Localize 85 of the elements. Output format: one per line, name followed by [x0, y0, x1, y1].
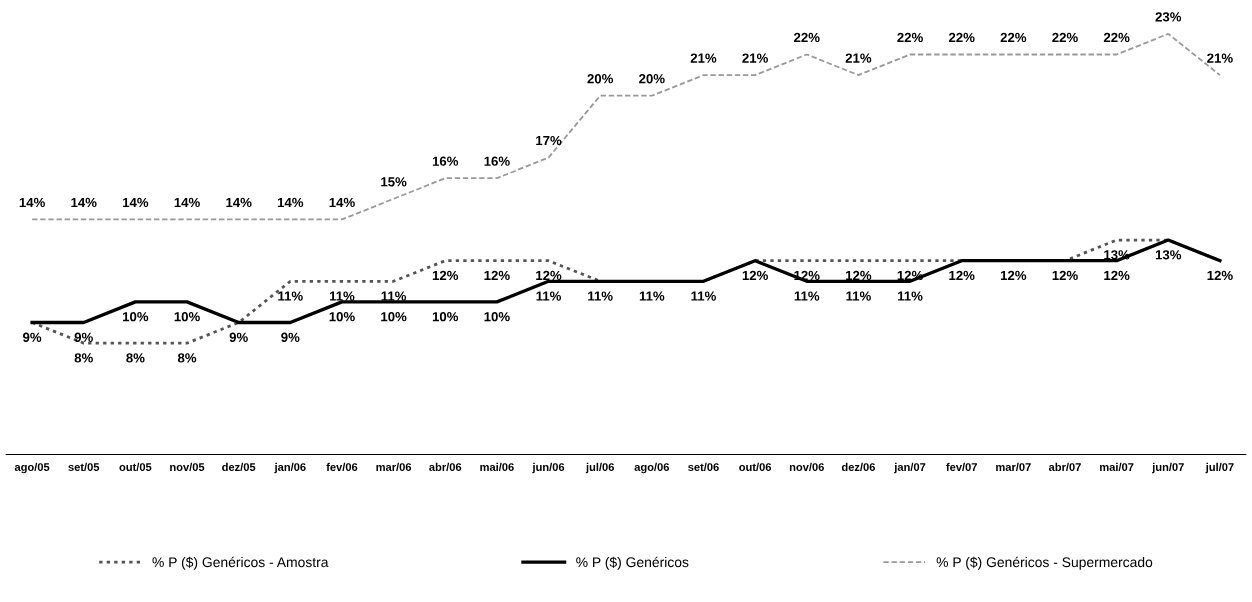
- data-label: 9%: [74, 332, 93, 342]
- x-tick-label: mar/07: [996, 462, 1031, 472]
- data-label: 11%: [898, 291, 923, 301]
- data-label: 10%: [329, 311, 355, 322]
- data-label: 9%: [23, 332, 42, 342]
- x-tick-label: out/06: [739, 462, 772, 472]
- x-tick-label: set/06: [688, 462, 719, 472]
- x-tick-label: abr/06: [429, 462, 462, 472]
- data-label: 11%: [691, 291, 716, 301]
- data-label: 14%: [174, 197, 200, 208]
- x-tick-label: mai/06: [480, 462, 514, 472]
- x-tick-label: ago/05: [14, 462, 50, 474]
- data-label: 21%: [1207, 53, 1233, 63]
- x-tick-label: dez/06: [841, 462, 875, 472]
- data-label: 11%: [846, 291, 871, 301]
- data-label: 11%: [381, 291, 407, 301]
- data-label: 11%: [639, 291, 665, 301]
- x-tick-label: jun/07: [1152, 462, 1184, 474]
- data-label: 10%: [484, 311, 510, 322]
- data-label: 8%: [126, 353, 145, 363]
- data-label: 12%: [432, 270, 459, 281]
- data-label: 12%: [742, 270, 768, 281]
- data-label: 20%: [639, 74, 665, 84]
- x-tick-label: set/05: [68, 462, 100, 472]
- data-label: 8%: [177, 353, 197, 363]
- x-tick-label: abr/07: [1048, 462, 1081, 472]
- data-label: 22%: [948, 32, 975, 43]
- x-tick-label: jun/06: [532, 462, 565, 474]
- x-tick-label: mai/07: [1100, 462, 1134, 472]
- data-label: 16%: [484, 156, 510, 166]
- data-label: 12%: [846, 270, 872, 281]
- x-tick-label: ago/06: [634, 462, 670, 474]
- data-label: 11%: [278, 291, 303, 301]
- data-label: 22%: [1103, 32, 1130, 43]
- data-label: 12%: [1000, 270, 1027, 281]
- data-label: 12%: [1052, 270, 1078, 281]
- data-label: 11%: [588, 291, 613, 301]
- x-tick-label: out/05: [119, 462, 152, 472]
- data-label: 10%: [123, 311, 149, 322]
- legend-label: % P ($) Genéricos - Supermercado: [936, 556, 1153, 570]
- data-label: 12%: [1104, 270, 1130, 281]
- data-label: 8%: [74, 353, 93, 363]
- data-label: 14%: [329, 197, 355, 208]
- data-label: 21%: [690, 53, 717, 63]
- data-label: 14%: [19, 197, 45, 208]
- data-label: 16%: [432, 156, 459, 166]
- data-label: 22%: [1000, 32, 1027, 43]
- data-label: 15%: [381, 177, 407, 187]
- data-label: 14%: [71, 197, 97, 208]
- data-label: 12%: [949, 270, 975, 281]
- x-tick-label: mar/06: [376, 462, 412, 472]
- x-tick-label: jan/07: [894, 462, 926, 474]
- data-label: 21%: [845, 53, 872, 63]
- data-label: 12%: [536, 270, 562, 281]
- x-tick-label: dez/05: [222, 462, 256, 472]
- data-label: 12%: [1207, 270, 1233, 281]
- x-tick-label: jul/06: [585, 462, 614, 474]
- x-tick-label: fev/06: [326, 462, 358, 472]
- legend-label: % P ($) Genéricos: [576, 556, 689, 570]
- legend-label: % P ($) Genéricos - Amostra: [152, 556, 329, 570]
- data-label: 11%: [536, 291, 562, 301]
- x-tick-label: nov/05: [170, 462, 205, 472]
- data-label: 14%: [226, 197, 252, 208]
- data-label: 14%: [277, 197, 304, 208]
- data-label: 13%: [1155, 250, 1182, 260]
- x-tick-label: nov/06: [789, 462, 824, 472]
- data-label: 21%: [742, 53, 768, 63]
- data-label: 12%: [484, 270, 510, 281]
- data-label: 22%: [794, 32, 820, 43]
- data-label: 10%: [381, 311, 407, 322]
- data-label: 22%: [897, 32, 923, 43]
- x-tick-label: jul/07: [1205, 462, 1234, 474]
- x-tick-label: jan/06: [274, 462, 306, 474]
- data-label: 23%: [1155, 12, 1182, 22]
- data-label: 22%: [1052, 32, 1078, 43]
- data-label: 10%: [174, 311, 200, 322]
- data-label: 10%: [432, 311, 459, 322]
- data-label: 14%: [123, 197, 149, 208]
- data-label: 9%: [281, 332, 300, 342]
- data-label: 17%: [536, 135, 562, 146]
- data-label: 9%: [229, 332, 248, 342]
- data-label: 11%: [794, 291, 820, 301]
- x-tick-label: fev/07: [946, 462, 977, 472]
- data-label: 20%: [587, 74, 614, 84]
- data-label: 11%: [329, 291, 355, 301]
